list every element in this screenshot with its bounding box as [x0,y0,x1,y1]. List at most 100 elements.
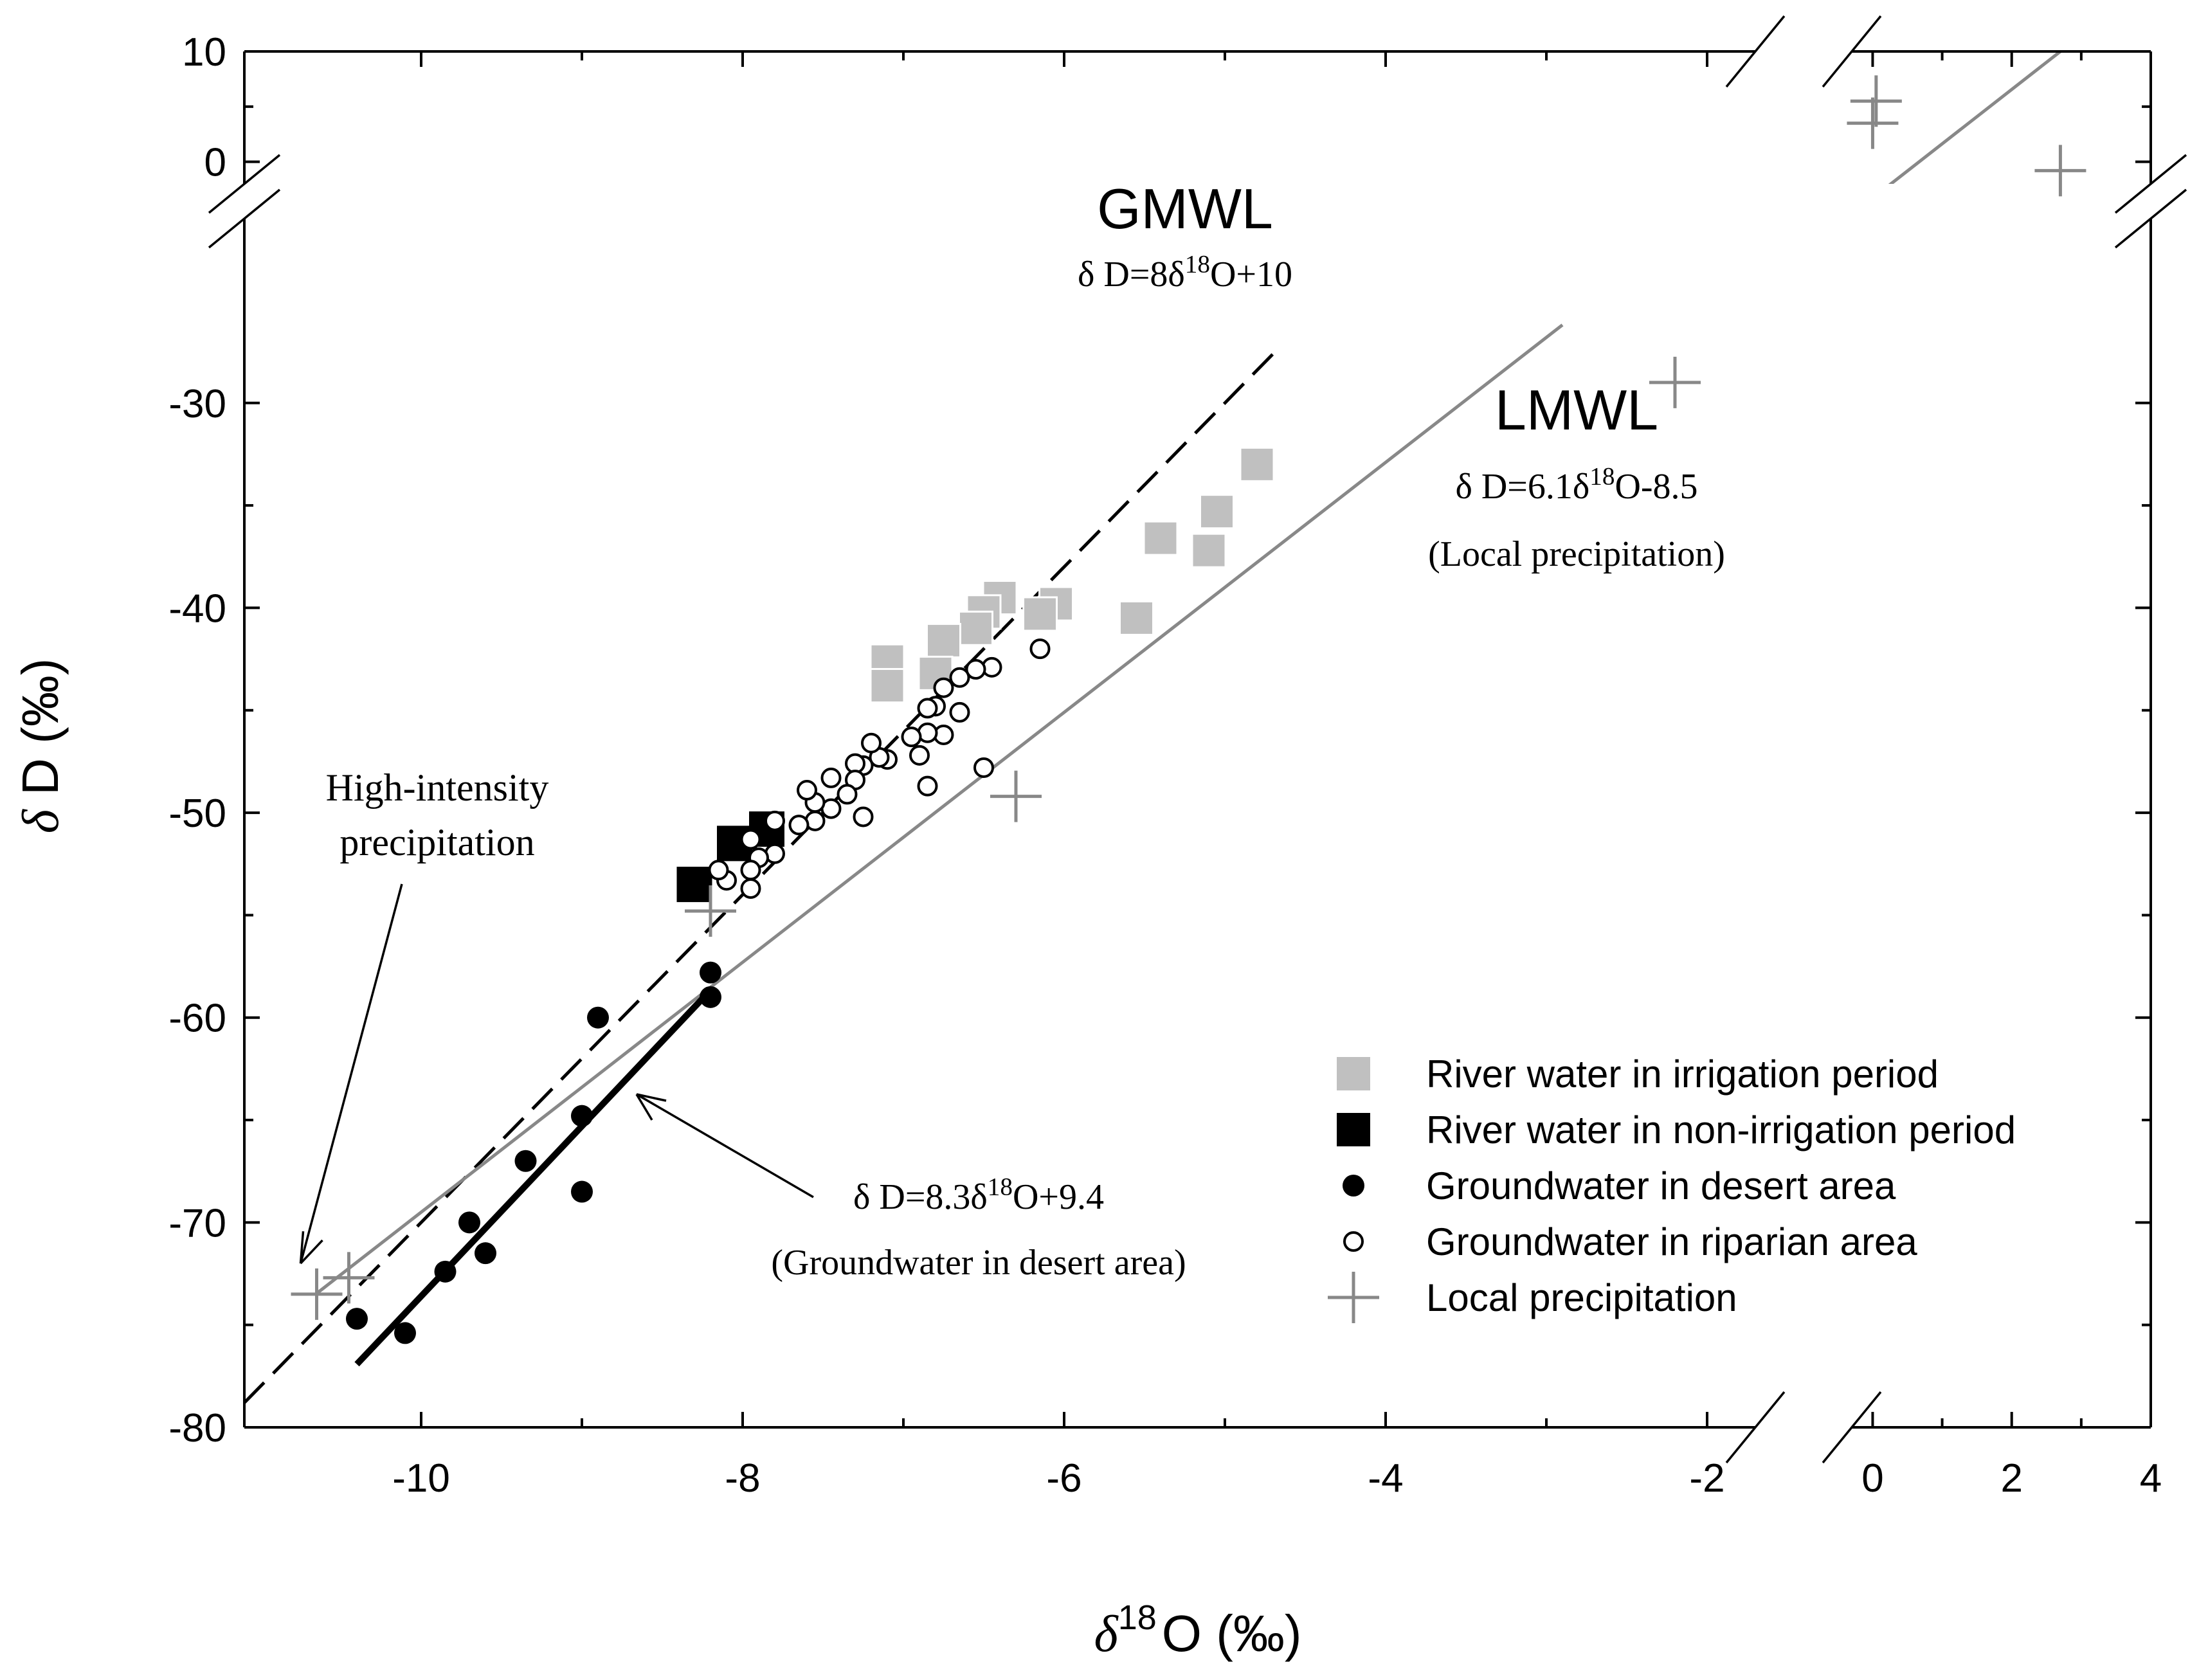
point-4-12 [901,727,922,748]
x-axis-title: δ18 O (‰) [1094,1598,1302,1663]
point-4-29 [765,810,785,831]
x-tick-label: -10 [392,1456,450,1501]
x-tick-label: 2 [2000,1456,2022,1501]
point-4-14 [917,775,938,797]
point-1-3 [1191,532,1227,568]
y-tick-label: -80 [168,1406,226,1450]
x-tick-label: -4 [1368,1456,1403,1501]
point-3-2 [700,986,721,1008]
point-4-28 [788,815,810,836]
point-4-5 [933,677,954,698]
point-4-22 [820,767,842,788]
point-1-2 [1199,494,1235,530]
axes-frame [243,50,2152,1429]
y-tick-label: -70 [168,1201,226,1245]
y-tick-label: 10 [182,30,226,75]
point-3-8 [475,1242,496,1265]
legend-marker-5 [1328,1272,1379,1323]
groundwater-fit-note: (Groundwater in desert area) [771,1243,1186,1283]
y-axis-title: δ D (‰) [12,658,69,834]
point-5-5 [1649,356,1701,408]
point-1-5 [1119,600,1154,636]
lmwl-label: LMWL [1495,378,1658,442]
legend-label-5: Local precipitation [1426,1276,1737,1319]
legend-marker-2 [1337,1113,1370,1146]
point-4-27 [853,806,874,827]
point-5-2 [323,1252,375,1304]
x-tick-label: -2 [1689,1456,1724,1501]
y-tick-label: -60 [168,997,226,1041]
point-4-13 [973,757,994,778]
point-4-26 [797,780,817,801]
legend-marker-4 [1343,1231,1364,1252]
point-4-34 [740,878,761,899]
point-2-1 [676,867,712,903]
point-1-14 [869,668,905,704]
point-3-10 [346,1308,368,1330]
fit-line-2 [315,323,1564,1295]
point-4-7 [917,698,938,719]
axes-layer: -10 -8 -6 -4 -2 0 2 4 -80 -70 -60 -50 -40 -30 0 10 δ18 O … [12,15,2187,1663]
legend-label-4: Groundwater in riparian area [1426,1220,1917,1263]
point-4-17 [861,732,882,754]
data-points-layer [291,75,2086,1344]
point-4-3 [965,659,986,680]
point-1-10 [958,610,993,646]
x-tick-label: -8 [725,1456,760,1501]
point-1-11 [926,622,961,658]
legend-marker-1 [1337,1057,1370,1090]
y-tick-label: 0 [204,141,226,185]
point-4-33 [740,860,761,881]
y-tick-label: -50 [168,791,226,836]
x-tick-label: 0 [1861,1456,1883,1501]
high-intensity-arrowhead [299,1231,323,1265]
point-3-6 [514,1150,537,1172]
lmwl-note: (Local precipitation) [1428,534,1725,574]
point-1-1 [1239,446,1275,482]
point-3-1 [700,961,721,984]
high-intensity-label-line: precipitation [339,821,534,863]
point-5-4 [990,770,1042,822]
gmwl-equation: δ D=8δ18O+10 [1078,251,1292,294]
point-3-4 [571,1105,593,1127]
fit-lines-layer [244,51,2061,1404]
lmwl-line-upper-segment [1888,51,2061,184]
high-intensity-arrow [299,883,403,1264]
axis-break-marks [208,15,2187,1464]
x-tick-label: 4 [2140,1456,2162,1501]
x-tick-label: -6 [1046,1456,1081,1501]
point-4-8 [949,701,970,723]
point-4-36 [708,860,729,881]
point-3-11 [394,1322,416,1344]
legend-marker-3 [1343,1175,1364,1197]
point-5-7 [1847,97,1899,149]
point-4-1 [1029,638,1051,660]
fit-line-3 [354,988,713,1367]
y-tick-label: -30 [168,382,226,426]
lmwl-equation: δ D=6.1δ18O-8.5 [1455,463,1697,507]
high-intensity-label-line: High-intensity [326,766,549,809]
legend-label-2: River water in non-irrigation period [1426,1108,2016,1152]
point-4-11 [909,745,930,766]
gmwl-label: GMWL [1097,177,1273,240]
y-tick-label: -40 [168,586,226,631]
point-3-7 [458,1211,480,1234]
point-4-4 [949,667,970,688]
point-5-8 [2034,145,2086,197]
point-4-21 [837,784,858,805]
point-5-6 [1850,75,1902,127]
groundwater-fit-arrow [636,1093,814,1198]
point-5-1 [291,1268,343,1320]
point-1-7 [1022,596,1058,632]
legend-label-1: River water in irrigation period [1426,1052,1939,1096]
groundwater-fit-equation: δ D=8.3δ18O+9.4 [853,1173,1104,1217]
point-1-4 [1143,520,1179,556]
point-3-9 [434,1260,457,1283]
groundwater-fit-arrowhead [635,1093,667,1121]
point-3-3 [587,1006,609,1029]
point-5-3 [685,885,736,937]
point-4-32 [740,829,761,850]
point-3-5 [571,1180,593,1203]
annotation-layer: GMWL δ D=8δ18O+10 LMWL δ D=6.1δ18O-8.5 (Loca… [299,177,2016,1323]
